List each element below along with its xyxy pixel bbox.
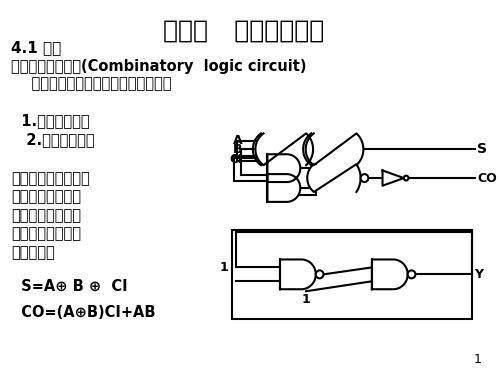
Text: 取决于该时刻的输: 取决于该时刻的输 <box>11 208 81 223</box>
Text: 1: 1 <box>302 293 310 306</box>
Polygon shape <box>256 134 313 165</box>
Text: 数字电路按逻辑功能可分为两大类：: 数字电路按逻辑功能可分为两大类： <box>11 76 172 92</box>
Text: Y: Y <box>474 268 484 281</box>
Polygon shape <box>280 260 316 289</box>
Polygon shape <box>306 134 364 165</box>
Text: CO=(A⊕B)CI+AB: CO=(A⊕B)CI+AB <box>11 305 156 320</box>
Polygon shape <box>268 174 300 202</box>
Circle shape <box>316 270 324 278</box>
Text: CO: CO <box>478 172 497 184</box>
Polygon shape <box>308 164 360 192</box>
Text: S: S <box>478 142 488 156</box>
Text: 1.组合逻辑电路: 1.组合逻辑电路 <box>11 113 90 128</box>
Text: 4.1 概述: 4.1 概述 <box>11 40 62 56</box>
Circle shape <box>360 174 368 182</box>
Text: 任意时刻的输出只: 任意时刻的输出只 <box>11 189 81 204</box>
Text: 2.时序逻辑电路: 2.时序逻辑电路 <box>11 132 94 147</box>
Text: 1: 1 <box>220 261 228 274</box>
Text: 状态无关。: 状态无关。 <box>11 245 55 260</box>
Circle shape <box>408 270 416 278</box>
Text: 第四章   组合逻辑电路: 第四章 组合逻辑电路 <box>162 18 324 42</box>
Polygon shape <box>382 170 404 186</box>
Text: 入，与电路原来的: 入，与电路原来的 <box>11 226 81 242</box>
Polygon shape <box>372 260 408 289</box>
Circle shape <box>404 176 408 180</box>
Polygon shape <box>268 154 300 182</box>
Text: CI: CI <box>229 153 242 165</box>
Text: 1: 1 <box>474 352 481 366</box>
Bar <box>232 230 472 319</box>
Text: A: A <box>232 134 242 147</box>
Text: S=A⊕ B ⊕  CI: S=A⊕ B ⊕ CI <box>11 279 128 294</box>
Text: 在组合逻辑电路中，: 在组合逻辑电路中， <box>11 171 90 186</box>
Text: 一、组合逻辑电路(Combinatory  logic circuit): 一、组合逻辑电路(Combinatory logic circuit) <box>11 59 306 74</box>
Text: B: B <box>233 143 242 156</box>
